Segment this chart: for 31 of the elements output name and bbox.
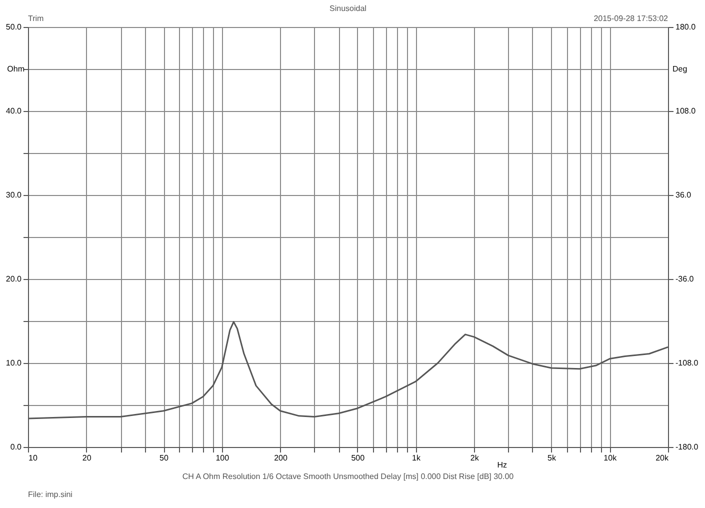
y-tick-label: 30.0 bbox=[6, 190, 22, 200]
y2-tick-label: 180.0 bbox=[676, 22, 696, 32]
text: Trim bbox=[28, 14, 44, 23]
x-tick-label: 20k bbox=[656, 454, 670, 462]
y2-axis-title: Deg bbox=[672, 64, 688, 74]
x-tick-label: 200 bbox=[274, 454, 288, 462]
y-tick-label: 10.0 bbox=[6, 358, 22, 368]
x-tick-label: 10 bbox=[28, 454, 38, 462]
y2-tick-label: 108.0 bbox=[676, 106, 696, 116]
x-tick-label: 100 bbox=[216, 454, 230, 462]
text: CH A Ohm Resolution 1/6 Octave Smooth Unsmoothed Delay [ms] 0.000 Dist Rise [dB] 30.00 bbox=[182, 472, 514, 481]
x-tick-label: 1k bbox=[412, 454, 422, 462]
x-axis-title: Hz bbox=[497, 460, 507, 470]
y2-tick-label: -36.0 bbox=[676, 274, 694, 284]
x-tick-label: 10k bbox=[604, 454, 618, 462]
text: 2015-09-28 17:53:02 bbox=[594, 14, 669, 23]
y-tick-label: 50.0 bbox=[6, 22, 22, 32]
y2-tick-label: 36.0 bbox=[676, 190, 692, 200]
x-tick-label: 2k bbox=[470, 454, 480, 462]
y2-tick-label: -180.0 bbox=[676, 442, 699, 452]
y-tick-label: 0.0 bbox=[10, 442, 22, 452]
y-tick-label: 40.0 bbox=[6, 106, 22, 116]
y-axis-title: Ohm bbox=[7, 64, 25, 74]
x-tick-label: 500 bbox=[351, 454, 366, 462]
x-tick-label: 5k bbox=[548, 454, 557, 462]
chart-title: Sinusoidal bbox=[330, 4, 367, 13]
x-tick-label: 20 bbox=[82, 454, 92, 462]
y-tick-label: 20.0 bbox=[6, 274, 22, 284]
text: File: imp.sini bbox=[28, 490, 73, 499]
x-tick-label: 50 bbox=[160, 454, 170, 462]
y2-tick-label: -108.0 bbox=[676, 358, 699, 368]
